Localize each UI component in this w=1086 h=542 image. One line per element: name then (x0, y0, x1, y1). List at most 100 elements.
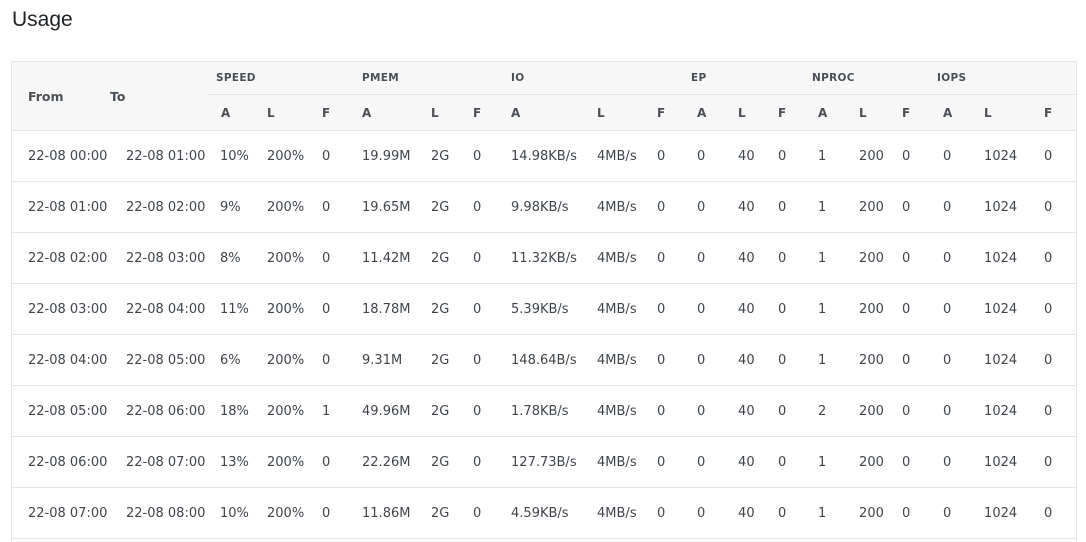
cell-io-f: 0 (651, 436, 692, 488)
cell-iops-a: 0 (937, 334, 979, 386)
cell-to: 22-08 03:00 (110, 232, 208, 284)
sub-header-io-l[interactable]: L (589, 94, 652, 131)
cell-speed-a: 9% (208, 181, 259, 233)
cell-pmem-f: 0 (466, 487, 504, 539)
cell-pmem-l: 2G (423, 130, 467, 182)
cell-io-l: 4MB/s (589, 181, 652, 233)
cell-ep-a: 0 (691, 436, 733, 488)
cell-nproc-l: 200 (853, 487, 897, 539)
cell-pmem-l: 2G (423, 385, 467, 437)
group-header-io: IO (503, 62, 692, 95)
cell-iops-f: 0 (1030, 487, 1076, 539)
cell-to: 22-08 02:00 (110, 181, 208, 233)
sub-header-pmem-f[interactable]: F (466, 94, 504, 131)
cell-io-l: 4MB/s (589, 487, 652, 539)
cell-iops-f: 0 (1030, 385, 1076, 437)
cell-ep-f: 0 (772, 436, 813, 488)
usage-table: From To SPEED PMEM IO EP NPROC IOPS A L … (12, 62, 1076, 539)
sub-header-speed-l[interactable]: L (259, 94, 314, 131)
sub-header-io-f[interactable]: F (651, 94, 692, 131)
cell-pmem-f: 0 (466, 181, 504, 233)
cell-speed-f: 0 (314, 130, 355, 182)
cell-speed-l: 200% (259, 334, 314, 386)
cell-iops-f: 0 (1030, 334, 1076, 386)
cell-io-f: 0 (651, 385, 692, 437)
cell-iops-a: 0 (937, 130, 979, 182)
sub-header-ep-l[interactable]: L (732, 94, 773, 131)
sub-header-iops-f[interactable]: F (1030, 94, 1076, 131)
cell-ep-l: 40 (732, 487, 773, 539)
cell-speed-l: 200% (259, 487, 314, 539)
cell-ep-a: 0 (691, 385, 733, 437)
cell-io-a: 148.64B/s (503, 334, 590, 386)
cell-iops-a: 0 (937, 283, 979, 335)
cell-pmem-a: 19.99M (354, 130, 424, 182)
sub-header-speed-f[interactable]: F (314, 94, 355, 131)
cell-iops-l: 1024 (978, 487, 1031, 539)
cell-speed-f: 1 (314, 385, 355, 437)
cell-speed-a: 6% (208, 334, 259, 386)
sub-header-io-a[interactable]: A (503, 94, 590, 131)
cell-speed-a: 10% (208, 130, 259, 182)
cell-speed-l: 200% (259, 436, 314, 488)
sub-header-pmem-l[interactable]: L (423, 94, 467, 131)
table-row: 22-08 03:00 22-08 04:00 11% 200% 0 18.78M 2G 0 5… (12, 283, 1076, 335)
cell-iops-l: 1024 (978, 130, 1031, 182)
cell-ep-f: 0 (772, 283, 813, 335)
cell-speed-f: 0 (314, 487, 355, 539)
cell-ep-l: 40 (732, 232, 773, 284)
cell-ep-a: 0 (691, 487, 733, 539)
cell-nproc-l: 200 (853, 283, 897, 335)
sub-header-nproc-l[interactable]: L (853, 94, 897, 131)
cell-from: 22-08 02:00 (12, 232, 110, 284)
cell-io-l: 4MB/s (589, 334, 652, 386)
cell-io-l: 4MB/s (589, 436, 652, 488)
sub-header-nproc-f[interactable]: F (896, 94, 938, 131)
cell-speed-f: 0 (314, 334, 355, 386)
table-row: 22-08 07:00 22-08 08:00 10% 200% 0 11.86M 2G 0 4… (12, 487, 1076, 539)
column-header-to[interactable]: To (110, 62, 208, 131)
cell-ep-f: 0 (772, 334, 813, 386)
sub-header-pmem-a[interactable]: A (354, 94, 424, 131)
cell-ep-l: 40 (732, 385, 773, 437)
sub-header-speed-a[interactable]: A (208, 94, 259, 131)
cell-iops-l: 1024 (978, 385, 1031, 437)
sub-header-ep-f[interactable]: F (772, 94, 813, 131)
sub-header-iops-a[interactable]: A (937, 94, 979, 131)
cell-speed-l: 200% (259, 283, 314, 335)
cell-io-f: 0 (651, 232, 692, 284)
cell-from: 22-08 01:00 (12, 181, 110, 233)
cell-nproc-f: 0 (896, 232, 938, 284)
cell-from: 22-08 07:00 (12, 487, 110, 539)
cell-ep-a: 0 (691, 130, 733, 182)
cell-io-l: 4MB/s (589, 130, 652, 182)
cell-nproc-f: 0 (896, 283, 938, 335)
sub-header-iops-l[interactable]: L (978, 94, 1031, 131)
sub-header-ep-a[interactable]: A (691, 94, 733, 131)
group-header-row: From To SPEED PMEM IO EP NPROC IOPS (12, 62, 1076, 131)
cell-ep-f: 0 (772, 181, 813, 233)
group-header-speed: SPEED (208, 62, 355, 95)
cell-to: 22-08 08:00 (110, 487, 208, 539)
cell-to: 22-08 07:00 (110, 436, 208, 488)
cell-nproc-l: 200 (853, 232, 897, 284)
cell-iops-f: 0 (1030, 232, 1076, 284)
table-header: From To SPEED PMEM IO EP NPROC IOPS A L … (12, 62, 1076, 131)
cell-io-f: 0 (651, 181, 692, 233)
cell-to: 22-08 06:00 (110, 385, 208, 437)
cell-iops-l: 1024 (978, 232, 1031, 284)
cell-ep-f: 0 (772, 232, 813, 284)
cell-ep-a: 0 (691, 232, 733, 284)
cell-nproc-f: 0 (896, 436, 938, 488)
cell-iops-f: 0 (1030, 130, 1076, 182)
sub-header-nproc-a[interactable]: A (812, 94, 854, 131)
cell-to: 22-08 04:00 (110, 283, 208, 335)
column-header-from[interactable]: From (12, 62, 110, 131)
cell-iops-f: 0 (1030, 436, 1076, 488)
table-body: 22-08 00:00 22-08 01:00 10% 200% 0 19.99M 2G 0 1… (12, 130, 1076, 539)
cell-io-l: 4MB/s (589, 385, 652, 437)
cell-nproc-a: 1 (812, 232, 854, 284)
sub-header-row: A L F A L F A L F A L F A L F A L F (12, 94, 1076, 131)
cell-io-a: 14.98KB/s (503, 130, 590, 182)
cell-nproc-a: 1 (812, 181, 854, 233)
